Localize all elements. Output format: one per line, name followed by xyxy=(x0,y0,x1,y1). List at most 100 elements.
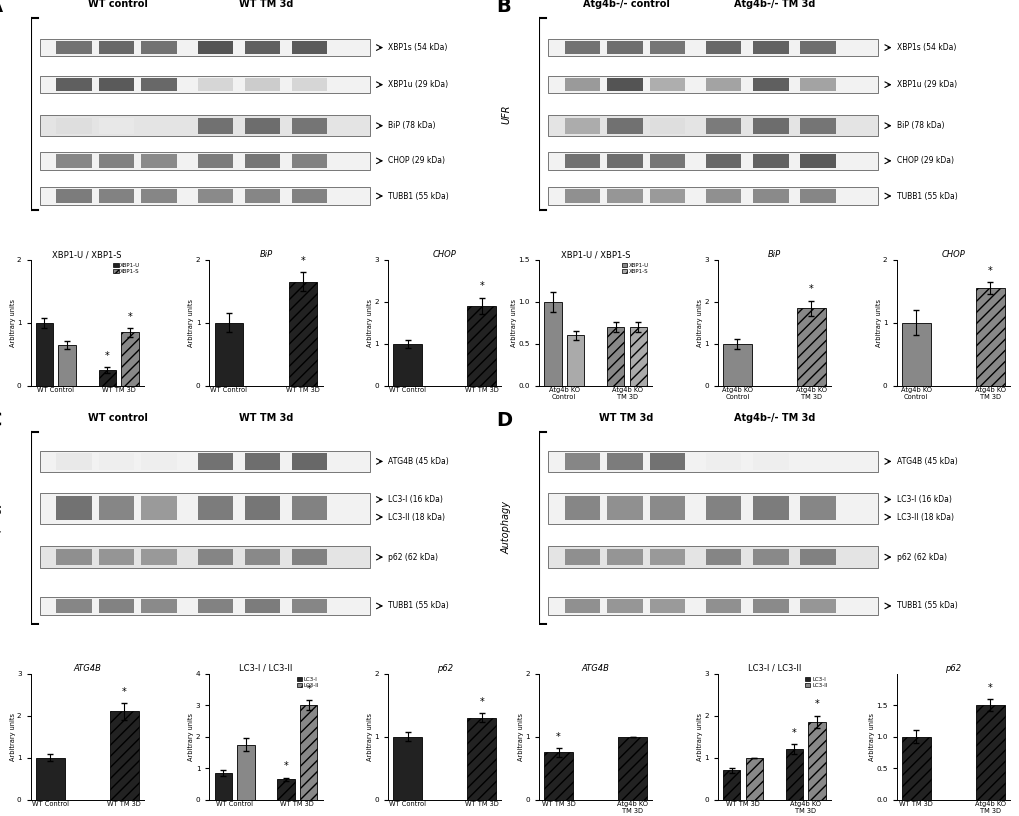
Bar xyxy=(548,547,877,568)
Y-axis label: Arbitrary units: Arbitrary units xyxy=(9,712,15,761)
Y-axis label: Arbitrary units: Arbitrary units xyxy=(868,712,874,761)
Text: TUBB1 (55 kDa): TUBB1 (55 kDa) xyxy=(896,601,957,610)
Bar xyxy=(796,308,825,386)
Bar xyxy=(56,189,92,202)
Bar xyxy=(629,327,646,386)
Bar xyxy=(975,705,1004,800)
Bar xyxy=(36,323,53,386)
Bar xyxy=(198,549,232,565)
Bar xyxy=(245,41,280,54)
Title: p62: p62 xyxy=(436,664,452,673)
Bar xyxy=(214,773,231,800)
Bar xyxy=(705,453,741,469)
Title: XBP1-U / XBP1-S: XBP1-U / XBP1-S xyxy=(52,250,122,259)
Text: LC3-II (18 kDa): LC3-II (18 kDa) xyxy=(388,512,445,521)
Bar xyxy=(752,118,788,134)
Text: *: * xyxy=(105,351,109,361)
Bar xyxy=(141,41,176,54)
Text: UFR: UFR xyxy=(0,104,3,124)
Bar xyxy=(800,41,835,54)
Bar xyxy=(975,288,1004,386)
Title: LC3-I / LC3-II: LC3-I / LC3-II xyxy=(747,664,800,673)
Text: XBP1s (54 kDa): XBP1s (54 kDa) xyxy=(896,43,955,52)
Text: TUBB1 (55 kDa): TUBB1 (55 kDa) xyxy=(388,192,448,201)
Text: LC3-II (18 kDa): LC3-II (18 kDa) xyxy=(896,512,953,521)
Bar xyxy=(606,549,642,565)
Title: ATG4B: ATG4B xyxy=(73,664,101,673)
Text: *: * xyxy=(987,265,991,276)
Text: CHOP (29 kDa): CHOP (29 kDa) xyxy=(388,157,445,166)
Bar xyxy=(40,187,369,205)
Bar xyxy=(606,453,642,469)
Text: A: A xyxy=(0,0,3,16)
Bar xyxy=(291,154,327,167)
Bar xyxy=(198,189,232,202)
Title: LC3-I / LC3-II: LC3-I / LC3-II xyxy=(239,664,292,673)
Bar xyxy=(40,39,369,56)
Bar xyxy=(110,712,139,800)
Bar xyxy=(565,78,599,91)
Y-axis label: Arbitrary units: Arbitrary units xyxy=(511,299,517,347)
Bar xyxy=(565,496,599,520)
Text: WT TM 3d: WT TM 3d xyxy=(238,0,292,10)
Bar xyxy=(40,547,369,568)
Bar xyxy=(705,189,741,202)
Bar xyxy=(565,549,599,565)
Y-axis label: Arbitrary units: Arbitrary units xyxy=(696,299,702,347)
Bar xyxy=(141,453,176,469)
Text: Atg4b-/- TM 3d: Atg4b-/- TM 3d xyxy=(733,414,814,424)
Bar xyxy=(99,599,135,613)
Title: BiP: BiP xyxy=(767,250,781,259)
Bar xyxy=(649,41,685,54)
Bar xyxy=(467,306,495,386)
Bar xyxy=(567,335,584,386)
Legend: XBP1-U, XBP1-S: XBP1-U, XBP1-S xyxy=(112,263,141,274)
Text: CHOP (29 kDa): CHOP (29 kDa) xyxy=(896,157,953,166)
Bar xyxy=(800,189,835,202)
Bar xyxy=(548,187,877,205)
Text: Atg4b-/- control: Atg4b-/- control xyxy=(582,0,668,10)
Bar xyxy=(291,549,327,565)
Text: B: B xyxy=(496,0,511,16)
Bar xyxy=(291,41,327,54)
Bar xyxy=(800,154,835,167)
Title: CHOP: CHOP xyxy=(432,250,457,259)
Bar xyxy=(548,115,877,136)
Bar xyxy=(56,599,92,613)
Bar xyxy=(141,118,176,134)
Text: WT TM 3d: WT TM 3d xyxy=(238,414,292,424)
Bar xyxy=(99,118,135,134)
Text: p62 (62 kDa): p62 (62 kDa) xyxy=(896,552,946,561)
Bar xyxy=(56,453,92,469)
Bar xyxy=(565,453,599,469)
Text: LC3-I (16 kDa): LC3-I (16 kDa) xyxy=(896,495,951,504)
Bar xyxy=(548,597,877,614)
Bar xyxy=(705,549,741,565)
Bar xyxy=(565,599,599,613)
Text: *: * xyxy=(479,697,484,707)
Bar xyxy=(800,496,835,520)
Bar xyxy=(99,154,135,167)
Bar xyxy=(565,118,599,134)
Bar xyxy=(237,744,255,800)
Bar xyxy=(705,599,741,613)
Text: TUBB1 (55 kDa): TUBB1 (55 kDa) xyxy=(388,601,448,610)
Bar xyxy=(618,737,646,800)
Bar xyxy=(752,78,788,91)
Text: XBP1u (29 kDa): XBP1u (29 kDa) xyxy=(388,80,448,89)
Bar xyxy=(649,154,685,167)
Bar xyxy=(198,453,232,469)
Bar xyxy=(548,39,877,56)
Bar xyxy=(56,78,92,91)
Bar xyxy=(722,344,751,386)
Bar xyxy=(901,323,929,386)
Bar xyxy=(36,758,64,800)
Bar xyxy=(606,41,642,54)
Bar xyxy=(99,370,116,386)
Title: XBP1-U / XBP1-S: XBP1-U / XBP1-S xyxy=(560,250,630,259)
Bar xyxy=(705,78,741,91)
Bar xyxy=(565,41,599,54)
Text: *: * xyxy=(792,728,796,738)
Bar xyxy=(808,722,825,800)
Bar xyxy=(548,493,877,524)
